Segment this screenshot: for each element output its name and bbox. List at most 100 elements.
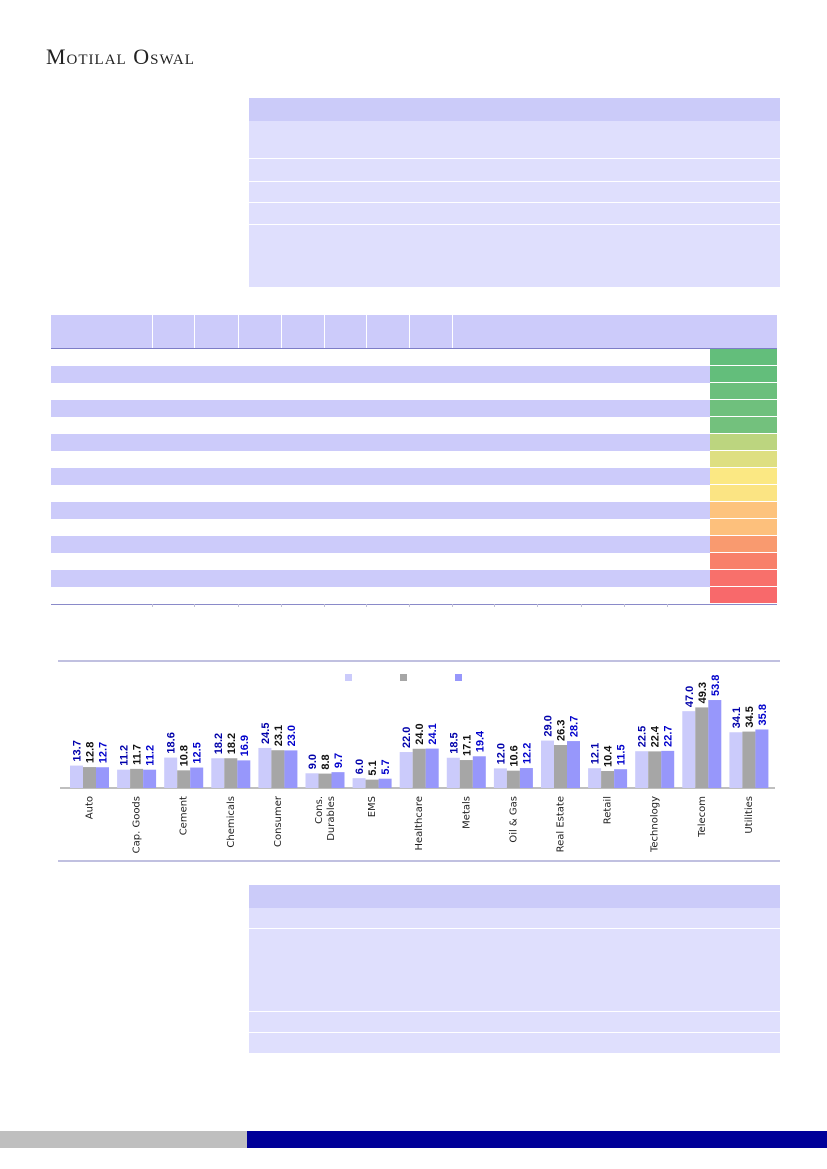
data-label: 9.7 bbox=[333, 753, 345, 768]
data-label: 10.6 bbox=[508, 745, 520, 766]
header-column-divider bbox=[452, 315, 453, 348]
bar-1 bbox=[70, 765, 83, 788]
data-label: 22.0 bbox=[401, 727, 413, 748]
bar-3 bbox=[96, 767, 109, 788]
table-row bbox=[51, 434, 710, 451]
category-label: Telecom bbox=[697, 796, 708, 838]
table-footer-tick bbox=[238, 604, 239, 607]
heatmap-cell bbox=[710, 519, 777, 536]
data-label: 11.5 bbox=[616, 744, 628, 765]
category-label: Technology bbox=[650, 796, 661, 853]
legend-swatch-series-2 bbox=[400, 674, 407, 681]
bar-1 bbox=[399, 752, 413, 788]
header-column-divider bbox=[409, 315, 410, 348]
table-row bbox=[51, 468, 710, 485]
table-row bbox=[51, 570, 710, 587]
data-label: 22.5 bbox=[637, 726, 649, 747]
bar-2 bbox=[412, 748, 426, 788]
heatmap-cell bbox=[710, 400, 777, 417]
category-label: Chemicals bbox=[226, 796, 237, 848]
bar-1 bbox=[258, 747, 272, 788]
data-label: 35.8 bbox=[757, 704, 769, 725]
data-label: 22.4 bbox=[650, 725, 662, 747]
heatmap-cell bbox=[710, 366, 777, 383]
data-label: 5.1 bbox=[367, 760, 379, 775]
category-label: Retail bbox=[603, 796, 614, 824]
heatmap-cell bbox=[710, 570, 777, 587]
header-column-divider bbox=[324, 315, 325, 348]
table-footer-tick bbox=[194, 604, 195, 607]
bar-1 bbox=[164, 757, 178, 788]
header-column-divider bbox=[366, 315, 367, 348]
bar-2 bbox=[271, 750, 285, 788]
table-footer-tick bbox=[537, 604, 538, 607]
bar-3 bbox=[425, 748, 439, 788]
heatmap-cell bbox=[710, 485, 777, 502]
data-label: 17.1 bbox=[461, 735, 473, 756]
data-label: 18.2 bbox=[226, 733, 238, 754]
data-label: 11.2 bbox=[145, 745, 157, 766]
data-label: 23.1 bbox=[273, 725, 285, 746]
data-label: 34.5 bbox=[744, 706, 756, 727]
bar-1 bbox=[682, 711, 696, 788]
table-footer-tick bbox=[281, 604, 282, 607]
table-footer-tick bbox=[494, 604, 495, 607]
data-label: 12.1 bbox=[590, 743, 602, 764]
table-footer-tick bbox=[667, 604, 668, 607]
table-footer-tick bbox=[324, 604, 325, 607]
bar-2 bbox=[648, 751, 662, 788]
summary-panel-bottom bbox=[249, 885, 780, 1053]
data-label: 22.7 bbox=[663, 725, 675, 746]
bar-2 bbox=[318, 773, 332, 788]
data-label: 24.5 bbox=[260, 723, 272, 744]
bar-1 bbox=[211, 758, 225, 788]
category-label: Auto bbox=[85, 796, 96, 819]
bar-2 bbox=[83, 767, 96, 788]
panel-header bbox=[249, 885, 780, 908]
panel-divider bbox=[249, 202, 780, 203]
bar-2 bbox=[601, 770, 615, 788]
data-label: 34.1 bbox=[731, 707, 743, 728]
category-label: Cons. bbox=[314, 796, 325, 824]
heatmap-cell bbox=[710, 383, 777, 400]
bar-2 bbox=[365, 779, 379, 788]
data-label: 24.1 bbox=[427, 723, 439, 744]
category-label: Cement bbox=[179, 796, 190, 835]
bar-1 bbox=[352, 778, 366, 788]
bar-3 bbox=[708, 700, 722, 788]
bar-1 bbox=[493, 768, 507, 788]
bar-3 bbox=[661, 750, 675, 788]
data-label: 24.0 bbox=[414, 723, 426, 744]
category-label: Consumer bbox=[273, 795, 284, 847]
bar-2 bbox=[695, 707, 709, 788]
bar-3 bbox=[472, 756, 486, 788]
data-label: 18.2 bbox=[213, 733, 225, 754]
summary-panel-top bbox=[249, 98, 780, 287]
category-label: EMS bbox=[367, 796, 378, 817]
bar-2 bbox=[459, 760, 473, 788]
table-footer-tick bbox=[409, 604, 410, 607]
data-label: 16.9 bbox=[239, 735, 251, 756]
heatmap-cell bbox=[710, 468, 777, 485]
legend-swatch-series-3 bbox=[455, 674, 462, 681]
bar-2 bbox=[506, 770, 520, 788]
panel-divider bbox=[249, 1032, 780, 1033]
bar-1 bbox=[117, 769, 131, 788]
bar-2 bbox=[742, 731, 756, 788]
bar-3 bbox=[331, 772, 345, 788]
category-label: Utilities bbox=[744, 796, 755, 834]
table-footer-tick bbox=[581, 604, 582, 607]
data-label: 28.7 bbox=[569, 716, 581, 737]
bar-3 bbox=[378, 778, 392, 788]
table-footer-tick bbox=[366, 604, 367, 607]
header-column-divider bbox=[152, 315, 153, 348]
heatmap-cell bbox=[710, 587, 777, 604]
bar-1 bbox=[588, 768, 602, 788]
table-row bbox=[51, 366, 710, 383]
bar-2 bbox=[554, 744, 567, 788]
bar-1 bbox=[541, 740, 554, 788]
data-label: 8.8 bbox=[320, 754, 332, 769]
panel-divider bbox=[249, 1011, 780, 1012]
category-label: Healthcare bbox=[414, 796, 425, 851]
data-label: 10.4 bbox=[603, 745, 615, 767]
